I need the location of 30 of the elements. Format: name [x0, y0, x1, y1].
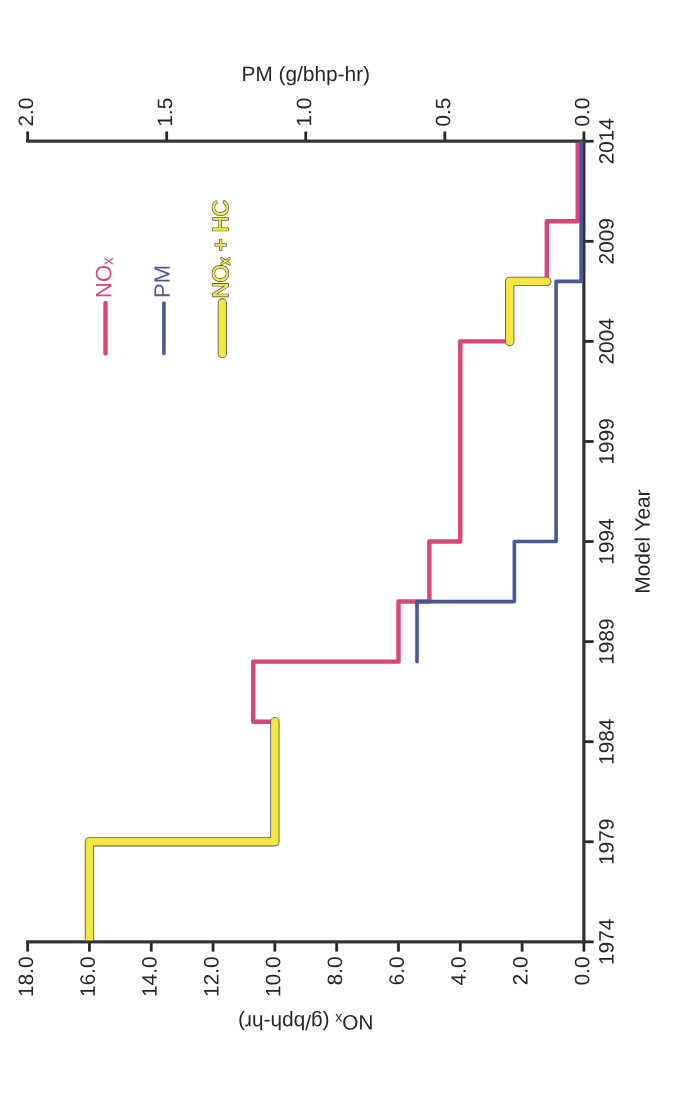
text: PM: [154, 266, 170, 297]
y-tick-label: 2014: [599, 118, 614, 164]
y-axis-title: Model Year: [634, 489, 650, 592]
x-tick-label: 14.0: [142, 957, 157, 996]
x-axis-title: NOₓ (g/bph-hr): [239, 1010, 372, 1031]
x-tick-label: 12.0: [203, 957, 219, 996]
y-tick-label: 1984: [599, 719, 614, 764]
x-tick-label: 6.0: [389, 957, 405, 985]
x-tick-label: 0.0: [574, 957, 590, 985]
x-tick-label: 16.0: [80, 957, 96, 996]
y-tick-label: 2009: [599, 219, 614, 264]
x-tick-label: 18.0: [18, 957, 34, 996]
x2-axis-title: PM (g/bhp-hr): [243, 65, 369, 86]
y-tick-label: 1999: [599, 419, 614, 464]
y-tick-label: 1979: [599, 819, 614, 864]
x-tick-label: 4.0: [451, 957, 466, 985]
x2-tick-label: 1.5: [157, 98, 173, 126]
x2-tick-label: 0.5: [435, 98, 451, 126]
y-tick-label: 2004: [599, 318, 614, 364]
y-tick-label: 1974: [599, 919, 614, 964]
text: NOₓ + HC: [212, 200, 230, 297]
x2-tick-label: 1.0: [296, 98, 312, 126]
x-tick-label: 2.0: [512, 957, 528, 985]
x2-tick-label: 2.0: [18, 98, 34, 126]
y-tick-label: 1989: [599, 619, 614, 664]
text: NOₓ: [95, 257, 113, 297]
x2-tick-label: 0.0: [574, 98, 590, 126]
x-tick-label: 8.0: [327, 957, 343, 985]
x-tick-label: 10.0: [265, 957, 281, 996]
y-tick-label: 1994: [599, 518, 614, 564]
